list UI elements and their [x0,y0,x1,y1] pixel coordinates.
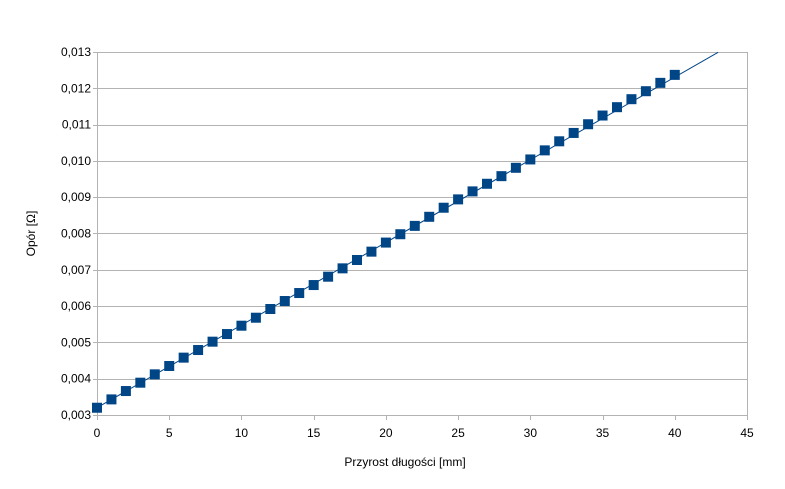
data-point [438,202,449,213]
data-point [539,145,550,156]
data-point [554,136,565,147]
data-point [135,377,146,388]
data-point [583,119,594,130]
data-point [149,369,160,380]
trend-line-group [96,51,719,409]
y-tick-label: 0,007 [61,263,91,277]
y-tick-label: 0,004 [61,372,91,386]
data-point [294,288,305,299]
data-point [568,127,579,138]
data-point [655,77,666,88]
y-tick-label: 0,011 [62,118,91,132]
data-point [265,304,276,315]
data-point [193,345,204,356]
y-tick-label: 0,008 [61,227,91,241]
data-point [250,312,261,323]
x-tick-label: 5 [166,426,173,440]
x-tick-label: 15 [307,426,321,440]
x-tick-label: 45 [740,426,754,440]
y-axis-title: Opór [Ω] [24,211,38,257]
data-point [496,171,507,182]
axes [93,52,748,420]
data-point [279,296,290,307]
data-point [640,86,651,97]
data-point [164,360,175,371]
data-point [597,110,608,121]
data-point [178,352,189,363]
data-point [424,211,435,222]
data-point [366,246,377,257]
x-tick-label: 10 [235,426,249,440]
y-tick-label: 0,012 [61,81,91,95]
data-point [380,237,391,248]
data-point [222,329,232,340]
data-point [236,320,247,331]
data-point [510,162,521,173]
data-point [612,102,622,113]
data-point [409,220,420,231]
y-tick-label: 0,009 [61,190,91,204]
data-point [525,154,536,165]
data-point [308,280,319,291]
data-point [626,94,637,105]
y-tick-label: 0,005 [61,335,91,349]
tick-labels: 0,003 0,004 0,005 0,006 0,007 0,008 0,009 0,010… [61,45,754,440]
data-point [207,336,218,347]
data-point [323,271,334,282]
y-tick-label: 0,006 [61,299,91,313]
data-point [352,254,362,265]
x-tick-label: 35 [596,426,610,440]
data-point [106,394,117,405]
x-axis-title: Przyrost długości [mm] [344,455,465,469]
y-tick-label: 0,013 [61,45,91,59]
data-point [453,194,464,205]
trend-line [96,51,719,409]
y-tick-label: 0,010 [61,154,91,168]
x-tick-label: 30 [524,426,538,440]
data-point [395,229,406,240]
x-tick-label: 40 [668,426,682,440]
data-point [669,69,680,80]
data-point [120,386,131,397]
x-tick-label: 0 [94,426,101,440]
x-tick-label: 20 [379,426,393,440]
data-point [467,186,478,197]
data-point [337,263,348,274]
data-points [92,69,680,413]
y-tick-label: 0,003 [61,408,91,422]
gridlines [97,52,747,416]
data-point [92,402,102,413]
data-point [482,178,492,189]
x-tick-label: 25 [451,426,465,440]
